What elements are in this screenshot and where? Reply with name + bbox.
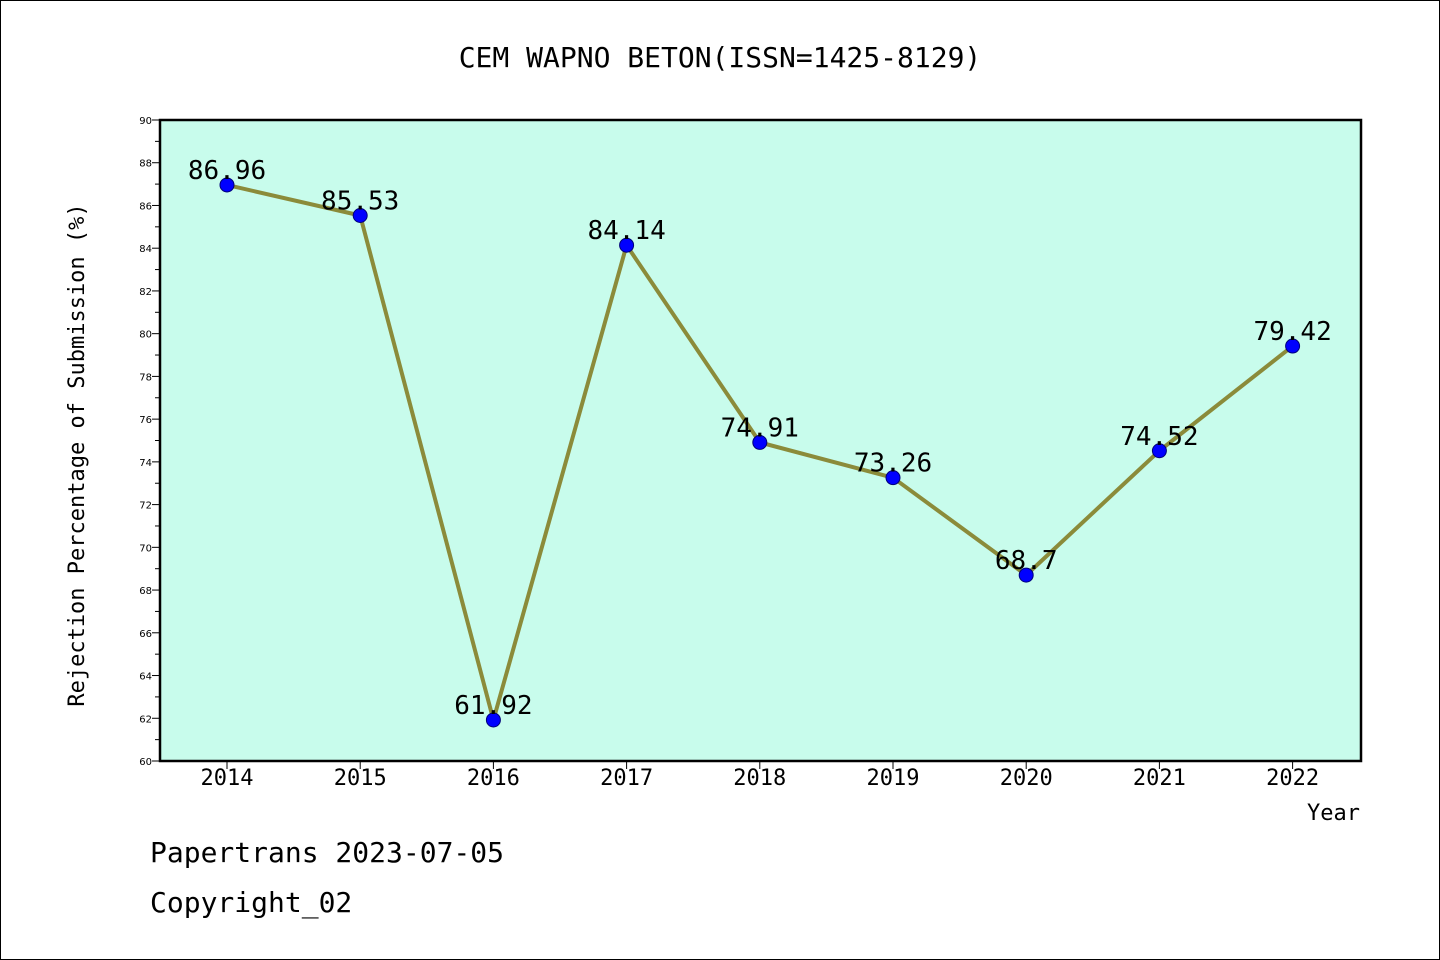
y-tick-label: 80 [139, 330, 152, 341]
data-point [352, 208, 368, 224]
y-tick-label: 86 [139, 201, 152, 212]
series-line-group [219, 177, 1301, 728]
x-tick-label: 2015 [334, 766, 387, 791]
data-label-group: 86.96 85.53 61.92 84.14 74.91 73.26 68.7 74.52 7… [188, 156, 1332, 721]
y-tick-label: 74 [139, 458, 152, 469]
x-tick-label: 2016 [467, 766, 520, 791]
data-point [619, 237, 635, 253]
chart-title: CEM WAPNO BETON(ISSN=1425-8129) [459, 41, 982, 74]
y-tick-label: 78 [139, 372, 152, 383]
data-label: 86.96 [188, 156, 266, 186]
data-label: 84.14 [587, 216, 665, 246]
x-tick-label: 2019 [867, 766, 920, 791]
y-axis: 60 62 64 66 68 70 72 74 76 78 80 82 84 86 88 90 [139, 116, 160, 768]
data-point [1018, 567, 1034, 583]
x-axis: 2014 2015 2016 2017 2018 2019 2020 2021 2022 [201, 761, 1319, 791]
y-tick-label: 64 [139, 672, 152, 683]
data-label: 68.7 [995, 546, 1058, 576]
x-tick-label: 2020 [1000, 766, 1053, 791]
data-label: 73.26 [854, 449, 932, 479]
y-axis-label: Rejection Percentage of Submission (%) [65, 203, 90, 706]
data-point [219, 177, 235, 193]
y-tick-label: 84 [139, 244, 152, 255]
y-tick-label: 72 [139, 501, 152, 512]
x-tick-label: 2014 [201, 766, 254, 791]
data-point [1151, 443, 1167, 459]
x-tick-label: 2017 [600, 766, 653, 791]
y-tick-label: 82 [139, 287, 152, 298]
y-tick-label: 88 [139, 159, 152, 170]
x-axis-label: Year [1307, 801, 1360, 826]
y-tick-label: 90 [139, 116, 152, 127]
data-point [752, 434, 768, 450]
y-tick-label: 76 [139, 415, 152, 426]
data-point [1285, 338, 1301, 354]
data-label: 85.53 [321, 187, 399, 217]
data-point [485, 712, 501, 728]
y-tick-label: 62 [139, 714, 152, 725]
footer-source: Papertrans 2023-07-05 [150, 836, 505, 869]
x-tick-label: 2021 [1133, 766, 1186, 791]
footer-copyright: Copyright_02 [150, 886, 353, 919]
x-tick-label: 2018 [733, 766, 786, 791]
y-tick-label: 70 [139, 543, 152, 554]
y-tick-label: 66 [139, 629, 152, 640]
x-tick-label: 2022 [1266, 766, 1319, 791]
data-point [885, 470, 901, 486]
y-tick-label: 60 [139, 757, 152, 768]
y-tick-label: 68 [139, 586, 152, 597]
plot-border [158, 118, 1363, 763]
data-label: 74.52 [1120, 422, 1198, 452]
data-label: 61.92 [454, 691, 532, 721]
data-label: 74.91 [721, 413, 799, 443]
data-label: 79.42 [1253, 317, 1331, 347]
